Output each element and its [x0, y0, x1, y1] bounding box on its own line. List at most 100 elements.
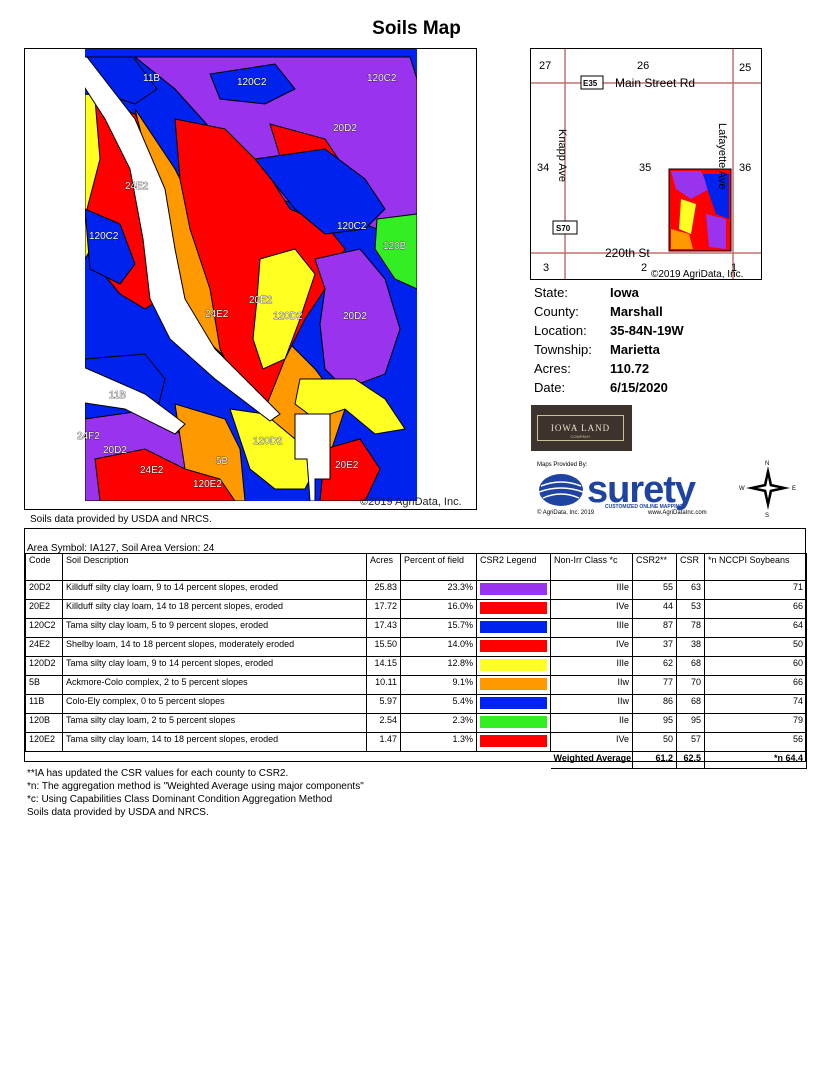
note-csr2: **IA has updated the CSR values for each…: [27, 768, 289, 779]
cell-class: IIe: [550, 713, 633, 733]
cell-code: 120D2: [25, 656, 63, 676]
cell-code: 24E2: [25, 637, 63, 657]
legend-swatch: [480, 697, 547, 709]
table-row: 120D2 Tama silty clay loam, 9 to 14 perce…: [25, 656, 807, 676]
weighted-blank: [25, 751, 551, 769]
cell-class: IIIe: [550, 580, 633, 600]
soils-map[interactable]: 11B 120C2 120C2 20D2 24E2 120C2 120C2 12…: [24, 48, 477, 510]
legend-swatch: [480, 621, 547, 633]
legend-swatch: [480, 678, 547, 690]
cell-code: 120E2: [25, 732, 63, 752]
map-margin-right: [417, 49, 476, 509]
cell-percent: 12.8%: [400, 656, 477, 676]
cell-acres: 15.50: [366, 637, 401, 657]
map-label-120d2: 120D2: [273, 311, 303, 322]
cell-nccpi: 64: [704, 618, 807, 638]
surety-logo: surety CUSTOMIZED ONLINE MAPPING: [535, 469, 725, 511]
logo-name: IOWA LAND: [550, 423, 611, 433]
info-value: 35-84N-19W: [610, 323, 684, 338]
road-label-main-street: Main Street Rd: [615, 76, 695, 90]
legend-swatch: [480, 640, 547, 652]
cell-description: Tama silty clay loam, 5 to 9 percent slo…: [62, 618, 367, 638]
map-margin-bottom: [25, 501, 476, 509]
cell-acres: 10.11: [366, 675, 401, 695]
cell-nccpi: 66: [704, 675, 807, 695]
soil-region-120b: [374, 213, 418, 290]
cell-csr: 78: [676, 618, 705, 638]
note-source: Soils data provided by USDA and NRCS.: [27, 807, 209, 818]
shield-s70: [552, 220, 578, 235]
cell-csr: 95: [676, 713, 705, 733]
table-header-row: Code Soil Description Acres Percent of f…: [25, 553, 807, 581]
cell-description: Tama silty clay loam, 14 to 18 percent s…: [62, 732, 367, 752]
soil-region-120d2-center: [252, 248, 316, 370]
info-label: State:: [534, 285, 568, 300]
info-label: County:: [534, 304, 579, 319]
cell-nccpi: 56: [704, 732, 807, 752]
legend-swatch: [480, 735, 547, 747]
table-row: 20E2 Killduff silty clay loam, 14 to 18 p…: [25, 599, 807, 619]
cell-description: Ackmore-Colo complex, 2 to 5 percent slo…: [62, 675, 367, 695]
map-label-20d2: 20D2: [343, 311, 367, 322]
map-label-11b: 11B: [109, 390, 126, 401]
soils-table-body: 20D2 Killduff silty clay loam, 9 to 14 pe…: [25, 580, 807, 769]
field-thumbnail-purple-2: [706, 214, 726, 249]
cell-legend: [476, 732, 551, 752]
cell-percent: 16.0%: [400, 599, 477, 619]
locator-map[interactable]: 27 26 25 34 35 36 3 2 1 E35 Main Street …: [530, 48, 762, 280]
cell-csr2: 50: [632, 732, 677, 752]
cell-class: IIw: [550, 694, 633, 714]
map-credit: Soils data provided by USDA and NRCS.: [30, 514, 212, 525]
soil-region-120d2-right: [294, 378, 406, 435]
shield-e35: [580, 75, 604, 90]
info-value: 110.72: [610, 361, 650, 376]
section-1: 1: [731, 262, 737, 274]
cell-class: IVe: [550, 637, 633, 657]
cell-csr2: 95: [632, 713, 677, 733]
legend-swatch: [480, 659, 547, 671]
cell-class: IIIe: [550, 618, 633, 638]
map-margin-left: [25, 49, 85, 509]
map-copyright: ©2019 AgriData, Inc.: [360, 496, 462, 508]
cell-acres: 2.54: [366, 713, 401, 733]
cell-class: IVe: [550, 599, 633, 619]
soil-region-20e2-bottom: [319, 438, 381, 502]
cell-csr: 70: [676, 675, 705, 695]
cell-legend: [476, 618, 551, 638]
info-value: Marshall: [610, 304, 663, 319]
info-label: Location:: [534, 323, 587, 338]
legend-swatch: [480, 716, 547, 728]
soil-region-120d2-bottom: [229, 408, 316, 490]
col-header-csr: CSR: [676, 553, 705, 581]
globe-lines: [538, 481, 584, 499]
info-value: 6/15/2020: [610, 380, 668, 395]
info-label: Acres:: [534, 361, 571, 376]
cell-description: Killduff silty clay loam, 9 to 14 percen…: [62, 580, 367, 600]
road-label-lafayette: Lafayette Ave: [716, 123, 728, 189]
col-header-class: Non-Irr Class *c: [550, 553, 633, 581]
compass-rose-icon: N S E W: [738, 458, 798, 519]
cell-description: Colo-Ely complex, 0 to 5 percent slopes: [62, 694, 367, 714]
section-36: 36: [739, 162, 751, 174]
map-label-120d2: 120D2: [253, 436, 283, 447]
logo-sub: COMPANY: [570, 434, 591, 439]
table-row: 24E2 Shelby loam, 14 to 18 percent slopes…: [25, 637, 807, 657]
cell-csr2: 77: [632, 675, 677, 695]
cell-code: 120B: [25, 713, 63, 733]
compass-graphic: N S E W: [739, 461, 796, 519]
cell-code: 5B: [25, 675, 63, 695]
cell-percent: 23.3%: [400, 580, 477, 600]
cell-legend: [476, 580, 551, 600]
section-27: 27: [539, 60, 551, 72]
map-label-120c2: 120C2: [89, 231, 119, 242]
cell-legend: [476, 713, 551, 733]
cell-class: IIw: [550, 675, 633, 695]
cell-acres: 5.97: [366, 694, 401, 714]
road-label-220th: 220th St: [605, 246, 650, 260]
soil-region-120c2-top: [209, 63, 296, 105]
cell-acres: 1.47: [366, 732, 401, 752]
map-label-120c2: 120C2: [237, 77, 267, 88]
section-35: 35: [639, 162, 651, 174]
cell-description: Shelby loam, 14 to 18 percent slopes, mo…: [62, 637, 367, 657]
shield-s70-label: S70: [556, 224, 571, 233]
